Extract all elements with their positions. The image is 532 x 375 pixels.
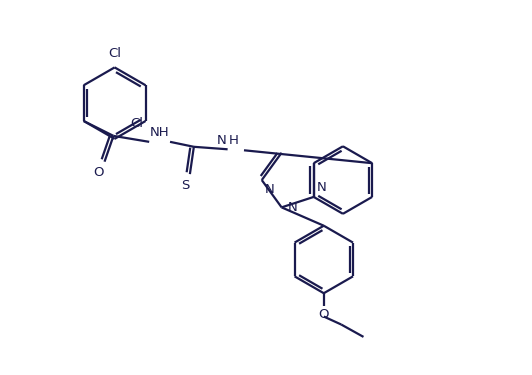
Text: Cl: Cl [130, 117, 143, 130]
Text: S: S [181, 179, 189, 192]
Text: N: N [265, 183, 275, 196]
Text: O: O [319, 308, 329, 321]
Text: O: O [93, 166, 103, 178]
Text: N: N [288, 201, 297, 214]
Text: Cl: Cl [108, 47, 121, 60]
Text: H: H [229, 134, 238, 147]
Text: N: N [217, 134, 227, 147]
Text: N: N [317, 181, 327, 194]
Text: NH: NH [150, 126, 170, 140]
